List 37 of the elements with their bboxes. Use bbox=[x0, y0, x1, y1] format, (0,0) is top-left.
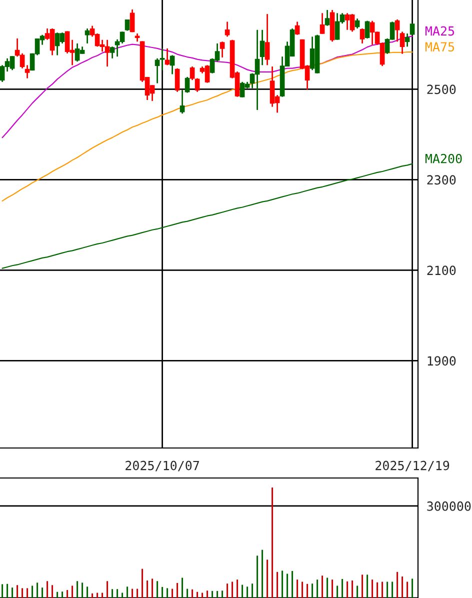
x-tick-label: 2025/12/19 bbox=[376, 460, 450, 472]
x-tick-label: 2025/10/07 bbox=[126, 460, 199, 472]
candlestick bbox=[400, 30, 405, 55]
series-label: MA25 bbox=[425, 26, 454, 36]
y-tick-label: 2300 bbox=[427, 175, 456, 185]
candlestick bbox=[294, 21, 300, 36]
line-series bbox=[2, 163, 413, 269]
candlestick bbox=[180, 89, 185, 114]
candlestick bbox=[224, 21, 230, 38]
series-label: MA75 bbox=[425, 42, 454, 52]
y-tick-label: 2500 bbox=[427, 84, 456, 94]
candlestick bbox=[264, 13, 270, 66]
candlestick bbox=[84, 28, 90, 44]
series-label: MA200 bbox=[425, 154, 462, 164]
candlestick bbox=[320, 12, 325, 35]
y-tick-label: 1900 bbox=[428, 356, 456, 366]
candlestick bbox=[154, 58, 160, 84]
candlestick bbox=[184, 76, 190, 94]
line-series bbox=[2, 51, 413, 202]
candlestick bbox=[194, 78, 200, 93]
candlestick bbox=[190, 66, 195, 81]
candlestick bbox=[130, 8, 135, 33]
candlestick bbox=[360, 28, 365, 44]
candlestick bbox=[174, 68, 180, 93]
candlestick bbox=[394, 18, 400, 42]
candlestick bbox=[220, 40, 225, 58]
candlestick bbox=[410, 22, 415, 36]
candlestick bbox=[324, 9, 330, 26]
candlestick bbox=[110, 46, 115, 60]
candlestick bbox=[404, 32, 410, 48]
candlestick bbox=[24, 64, 30, 79]
y-tick-label: 300000 bbox=[427, 501, 471, 511]
candlestick bbox=[260, 29, 265, 66]
candlestick bbox=[354, 18, 360, 30]
candlestick bbox=[170, 54, 175, 75]
candlestick bbox=[364, 20, 370, 40]
y-tick-label: 2100 bbox=[427, 266, 456, 276]
